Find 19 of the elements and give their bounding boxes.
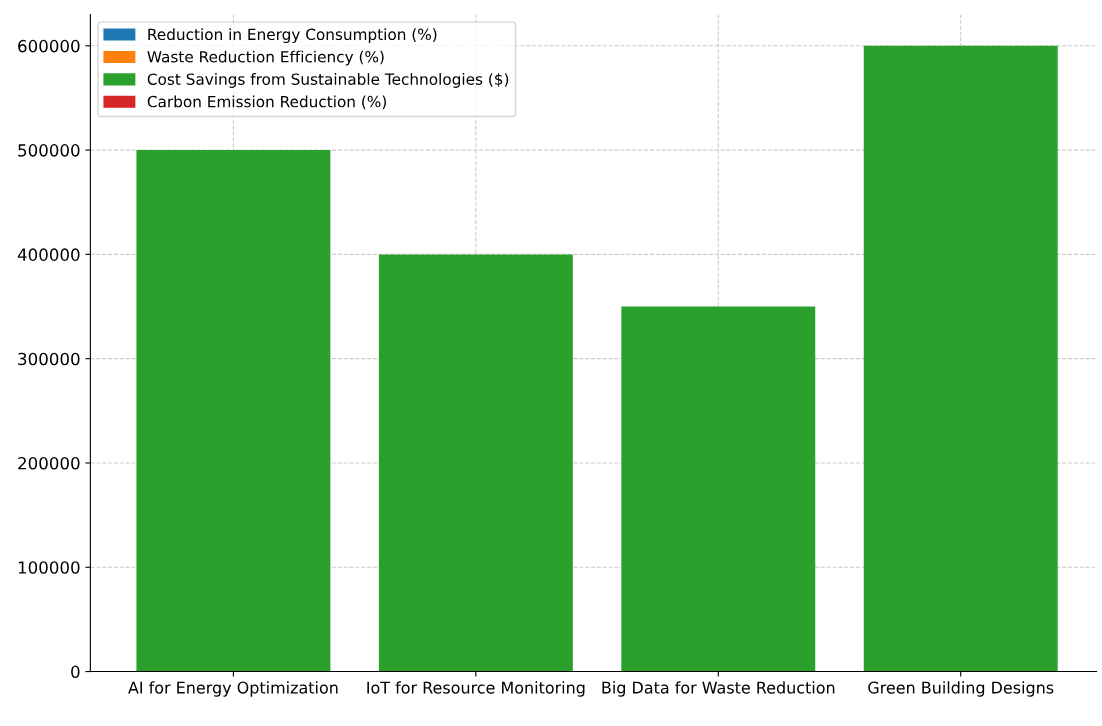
y-tick-label: 0 (71, 665, 80, 679)
bar (136, 150, 331, 672)
y-tick-label: 300000 (18, 352, 80, 366)
y-tick-label: 400000 (17, 248, 80, 261)
y-tick-label: 200000 (18, 456, 80, 470)
bar (621, 306, 816, 672)
x-tick-label: IoT for Resource Monitoring (367, 681, 585, 697)
y-tick-label: 600000 (18, 39, 80, 53)
y-tick-label: 100000 (18, 561, 80, 574)
bar (863, 45, 1058, 672)
y-tick-label: 500000 (18, 144, 80, 157)
legend-label: Cost Savings from Sustainable Technologies ($) (147, 73, 509, 88)
legend-label: Carbon Emission Reduction (%) (147, 95, 386, 110)
bar (378, 254, 573, 672)
x-tick-label: Big Data for Waste Reduction (602, 681, 835, 697)
legend-label: Reduction in Energy Consumption (%) (148, 28, 437, 44)
x-tick-label: AI for Energy Optimization (128, 681, 338, 697)
x-tick-label: Green Building Designs (868, 681, 1054, 697)
legend-label: Waste Reduction Efficiency (%) (147, 50, 384, 66)
